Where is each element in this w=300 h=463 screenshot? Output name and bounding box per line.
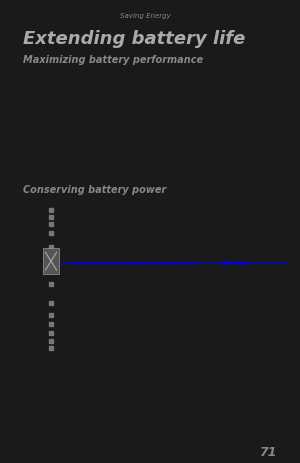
- Text: Startup: Startup: [222, 260, 248, 265]
- Text: Maximizing battery performance: Maximizing battery performance: [23, 55, 203, 65]
- FancyBboxPatch shape: [43, 249, 59, 274]
- Text: www.gateway.com/support/startup.htm: www.gateway.com/support/startup.htm: [71, 260, 196, 265]
- Text: Saving Energy: Saving Energy: [120, 13, 171, 19]
- Text: Conserving battery power: Conserving battery power: [23, 185, 167, 195]
- Text: Extending battery life: Extending battery life: [23, 31, 246, 48]
- Text: 71: 71: [260, 445, 277, 458]
